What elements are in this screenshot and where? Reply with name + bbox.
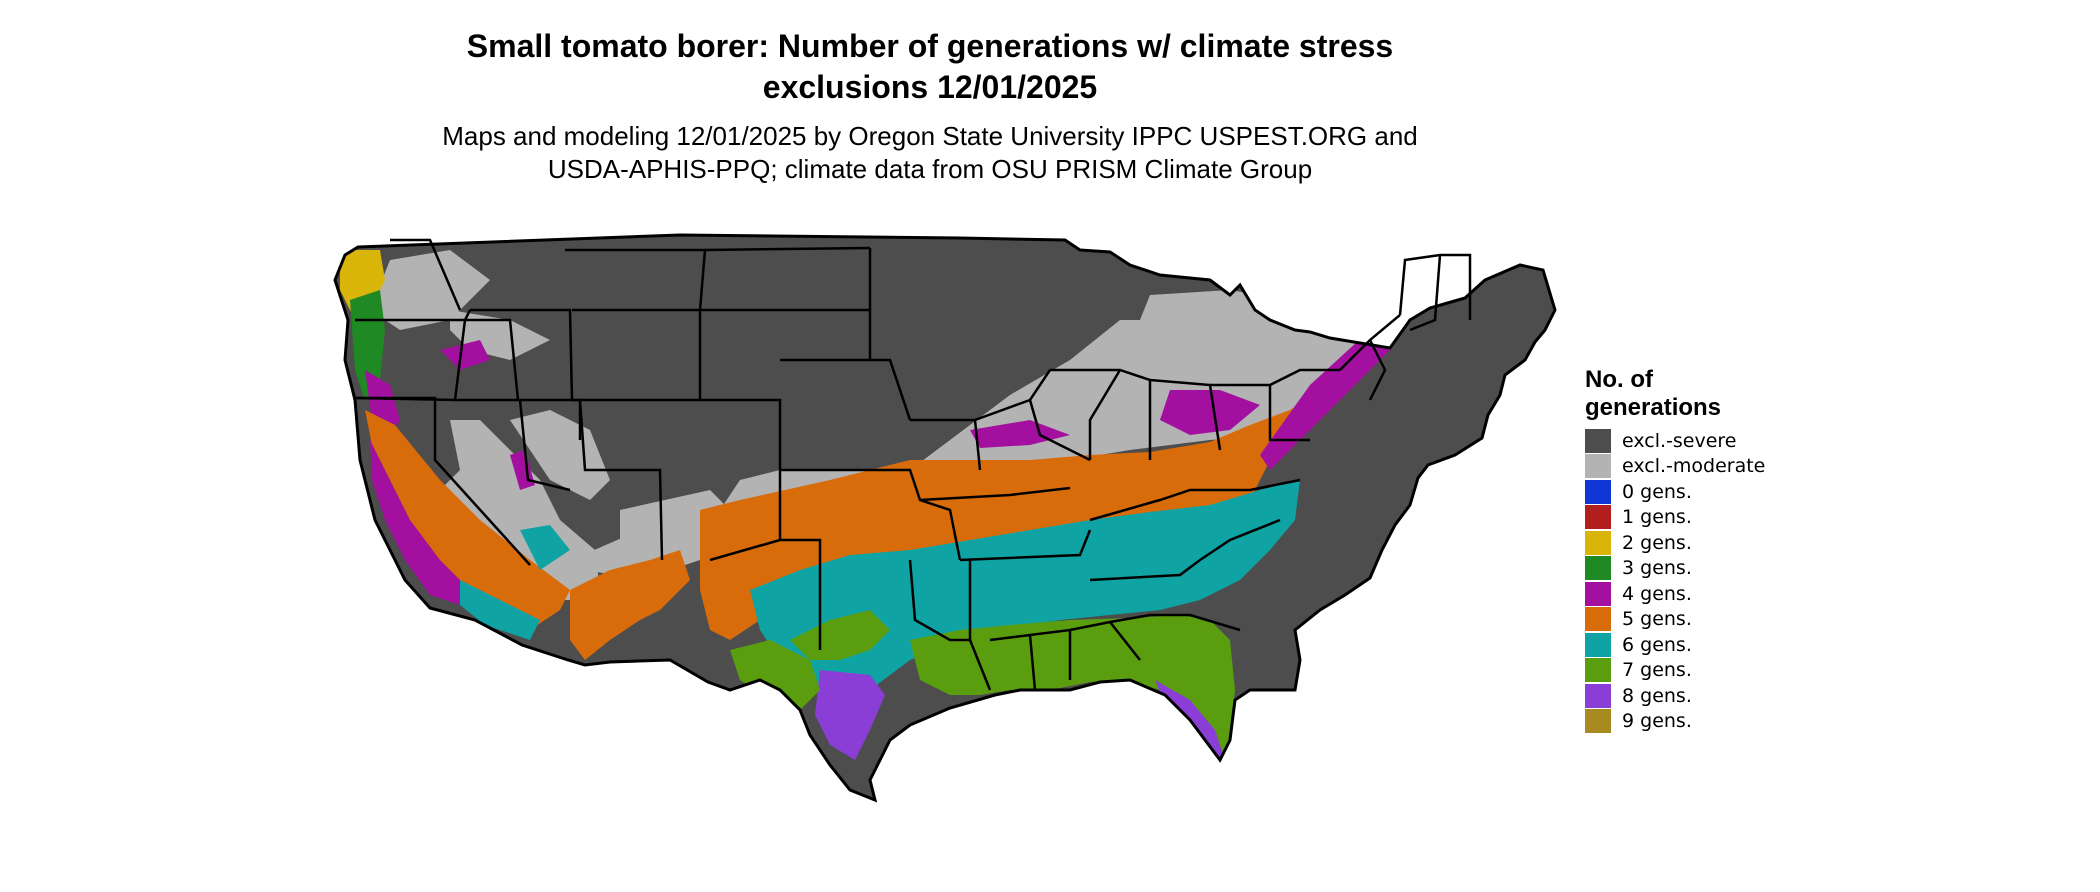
legend-swatch [1585, 428, 1611, 453]
legend-item: 8 gens. [1585, 683, 1815, 709]
legend-label: 5 gens. [1622, 608, 1692, 631]
legend-label: excl.-moderate [1622, 455, 1766, 478]
legend-swatch [1585, 454, 1611, 479]
legend-label: 6 gens. [1622, 633, 1692, 656]
legend-label: 1 gens. [1622, 506, 1692, 529]
legend-item: 0 gens. [1585, 479, 1815, 505]
legend-swatch [1585, 505, 1611, 530]
legend-swatch [1585, 658, 1611, 683]
legend-swatch [1585, 683, 1611, 708]
country-outline [333, 233, 1557, 803]
legend-item: 5 gens. [1585, 607, 1815, 633]
legend-swatch [1585, 556, 1611, 581]
map-subtitle-line-2: USDA-APHIS-PPQ; climate data from OSU PR… [547, 154, 1313, 184]
legend-label: 8 gens. [1622, 684, 1692, 707]
legend-swatch [1585, 479, 1611, 504]
legend-swatch [1585, 709, 1611, 734]
legend-item: 1 gens. [1585, 505, 1815, 531]
legend-label: 3 gens. [1622, 557, 1692, 580]
legend-label: 9 gens. [1622, 710, 1692, 733]
legend-item: 7 gens. [1585, 658, 1815, 684]
legend-label: 0 gens. [1622, 480, 1692, 503]
legend-item: 9 gens. [1585, 709, 1815, 735]
legend-label: 2 gens. [1622, 531, 1692, 554]
state-borders [354, 238, 1472, 691]
map-subtitle: Maps and modeling 12/01/2025 by Oregon S… [330, 120, 1530, 186]
legend-item: 4 gens. [1585, 581, 1815, 607]
legend-item: 3 gens. [1585, 556, 1815, 582]
legend-item: excl.-moderate [1585, 454, 1815, 480]
legend-label: 4 gens. [1622, 582, 1692, 605]
legend-title: No. of generations [1585, 366, 1722, 421]
legend-item: 2 gens. [1585, 530, 1815, 556]
legend-swatch [1585, 581, 1611, 606]
legend-swatch [1585, 632, 1611, 657]
map-title-line-2: exclusions 12/01/2025 [762, 69, 1098, 105]
map-title: Small tomato borer: Number of generation… [330, 26, 1530, 108]
map-header: Small tomato borer: Number of generation… [330, 26, 1530, 186]
map-svg [333, 233, 1557, 803]
us-generations-map [310, 220, 1560, 890]
legend-item: excl.-severe [1585, 428, 1815, 454]
legend-swatch [1585, 530, 1611, 555]
map-title-line-1: Small tomato borer: Number of generation… [466, 28, 1394, 64]
legend-label: excl.-severe [1622, 429, 1737, 452]
legend-item: 6 gens. [1585, 632, 1815, 658]
legend-label: 7 gens. [1622, 659, 1692, 682]
map-legend: No. of generations excl.-severe excl.-mo… [1585, 366, 1815, 734]
map-subtitle-line-1: Maps and modeling 12/01/2025 by Oregon S… [442, 121, 1418, 151]
legend-swatch [1585, 607, 1611, 632]
